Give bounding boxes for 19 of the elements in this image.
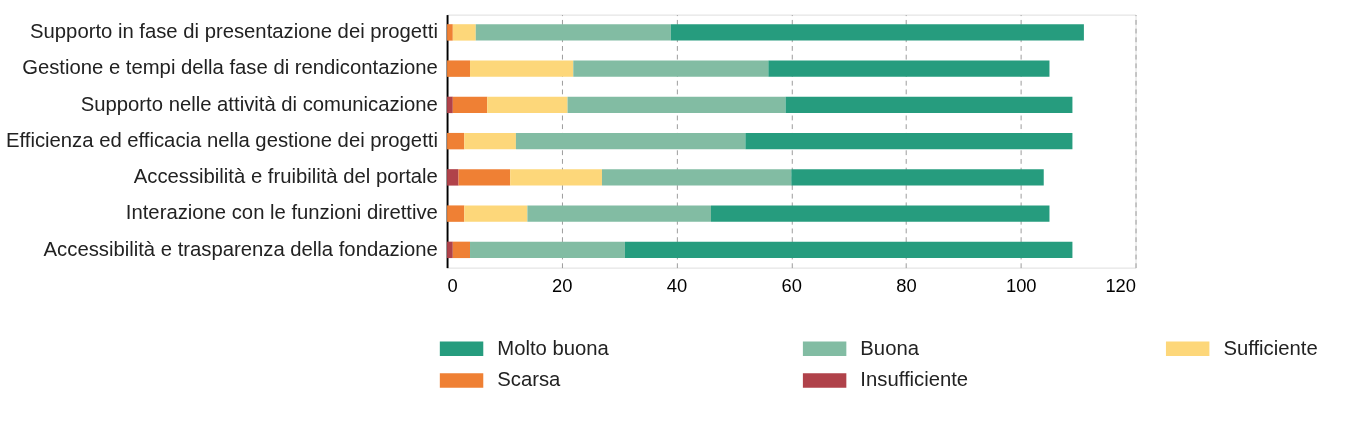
y-tick-label: Accessibilità e trasparenza della fondazione (43, 237, 438, 260)
y-tick-label: Supporto in fase di presentazione dei progetti (30, 20, 438, 43)
y-tick-label: Supporto nelle attività di comunicazione (80, 92, 438, 115)
y-tick-label: Gestione e tempi della fase di rendicontazione (22, 56, 438, 79)
y-tick-label: Interazione con le funzioni direttive (125, 201, 438, 224)
x-tick-label: 100 (1005, 275, 1037, 297)
x-tick-label: 0 (447, 275, 458, 297)
x-tick-label: 60 (781, 275, 802, 297)
legend-label: Sufficiente (1223, 336, 1318, 359)
legend-label: Molto buona (497, 336, 610, 359)
x-tick-label: 80 (896, 275, 917, 297)
x-tick-label: 20 (552, 275, 573, 297)
y-tick-label: Efficienza ed efficacia nella gestione dei progetti (6, 128, 438, 151)
x-tick-label: 120 (1105, 275, 1137, 297)
legend-label: Scarsa (497, 368, 562, 391)
x-tick-label: 40 (666, 275, 688, 297)
y-tick-label: Accessibilità e fruibilità del portale (133, 165, 438, 188)
legend-label: Buona (860, 336, 920, 359)
legend-label: Insufficiente (860, 368, 969, 391)
